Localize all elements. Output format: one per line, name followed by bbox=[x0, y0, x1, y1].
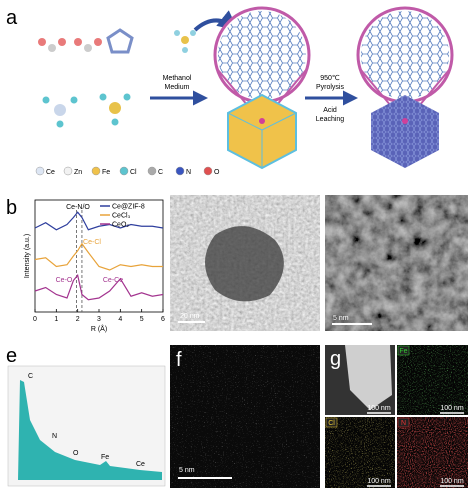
map-label: N bbox=[401, 420, 406, 427]
panel-label: e bbox=[6, 345, 17, 367]
x-tick-label: 6 bbox=[161, 316, 165, 323]
scale-label: 100 nm bbox=[440, 405, 464, 412]
series-line bbox=[34, 242, 163, 271]
legend-dot bbox=[203, 166, 213, 176]
x-tick-label: 5 bbox=[140, 316, 144, 323]
x-tick-label: 0 bbox=[33, 316, 37, 323]
step-label: Pyrolysis bbox=[316, 84, 345, 91]
legend-label: N bbox=[186, 169, 191, 176]
legend-dot bbox=[35, 166, 45, 176]
x-tick-label: 2 bbox=[76, 316, 80, 323]
zif-scheme bbox=[213, 6, 311, 170]
legend-dot bbox=[91, 166, 101, 176]
carbon-scheme bbox=[356, 6, 454, 168]
legend-dot bbox=[119, 166, 129, 176]
haadf-image bbox=[325, 195, 468, 331]
molecules bbox=[38, 28, 196, 128]
x-tick-label: 4 bbox=[118, 316, 122, 323]
map-tag bbox=[325, 417, 338, 428]
legend-dot bbox=[175, 166, 185, 176]
legend-dot bbox=[63, 166, 73, 176]
scale-bars: 100 nm 100 nm 100 nm 100 nm bbox=[367, 405, 464, 487]
exafs-chart: 0 1 2 3 4 5 6 R (Å) Intensity (a.u.) Ce@ZIF-8 CeCl… bbox=[24, 199, 165, 333]
step-label: Methanol bbox=[163, 75, 192, 82]
peak-label: O bbox=[73, 450, 79, 457]
map-tag bbox=[397, 345, 410, 356]
map-label: Cl bbox=[328, 420, 335, 427]
plot-frame bbox=[34, 199, 164, 313]
peak-label: Fe bbox=[101, 454, 109, 461]
annotation: Ce-Ce bbox=[103, 277, 123, 284]
series-line bbox=[34, 211, 164, 231]
step-label: 950℃ bbox=[320, 75, 340, 82]
panel-label: g bbox=[330, 348, 341, 370]
map-tag bbox=[397, 417, 410, 428]
panel-label: f bbox=[176, 349, 182, 371]
peak-label: C bbox=[28, 373, 33, 380]
particle bbox=[205, 226, 284, 302]
legend-label: Ce@ZIF-8 bbox=[112, 204, 145, 211]
panel-label: b bbox=[6, 197, 17, 219]
legend-label: Ce bbox=[46, 169, 55, 176]
peak-label: N bbox=[52, 433, 57, 440]
step-label: Leaching bbox=[316, 116, 345, 123]
sample bbox=[345, 345, 392, 410]
annotation: Ce-O bbox=[56, 277, 73, 284]
panel-label: a bbox=[6, 7, 18, 29]
scale-label: 5 nm bbox=[333, 315, 349, 322]
eds-spectrum bbox=[18, 380, 162, 480]
scale-label: 20 nm bbox=[180, 313, 200, 320]
x-axis-title: R (Å) bbox=[91, 324, 107, 333]
scale-label: 100 nm bbox=[440, 478, 464, 485]
fe-signal bbox=[397, 345, 468, 415]
scale-label: 100 nm bbox=[367, 405, 391, 412]
legend-label: CeCl₃ bbox=[112, 213, 131, 220]
element-legend: Ce Zn Fe Cl C N O bbox=[35, 166, 220, 176]
series-line bbox=[34, 273, 164, 301]
step-label: Medium bbox=[165, 84, 190, 91]
y-axis-title: Intensity (a.u.) bbox=[24, 234, 31, 278]
scale-label: 100 nm bbox=[367, 478, 391, 485]
map-label: Fe bbox=[399, 348, 407, 355]
legend-label: C bbox=[158, 169, 163, 176]
x-tick-label: 3 bbox=[97, 316, 101, 323]
legend-label: CeO₂ bbox=[112, 222, 129, 229]
x-tick-label: 1 bbox=[54, 316, 58, 323]
annotation: Ce-Cl bbox=[83, 239, 101, 246]
legend-label: Cl bbox=[130, 169, 137, 176]
legend-label: Zn bbox=[74, 169, 82, 176]
annotation: Ce-N/O bbox=[66, 204, 90, 211]
single-atoms bbox=[170, 345, 320, 488]
scale-label: 5 nm bbox=[179, 467, 195, 474]
step-label: Acid bbox=[323, 107, 337, 114]
cl-signal bbox=[325, 417, 395, 488]
n-signal bbox=[397, 417, 468, 488]
legend-label: O bbox=[214, 169, 220, 176]
legend-dot bbox=[147, 166, 157, 176]
peak-label: Ce bbox=[136, 461, 145, 468]
legend-label: Fe bbox=[102, 169, 110, 176]
